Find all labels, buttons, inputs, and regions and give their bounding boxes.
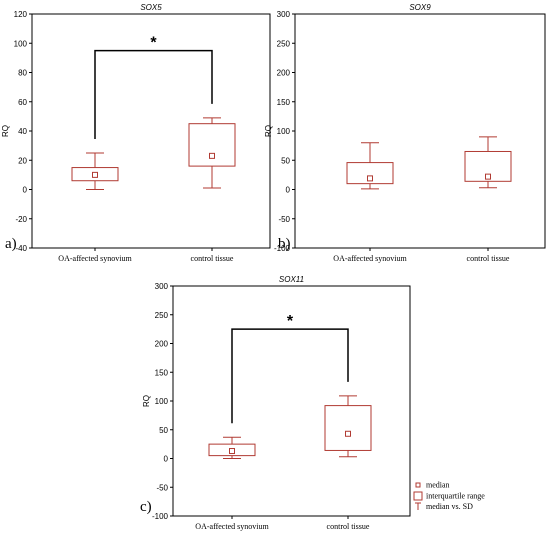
legend-iqr-symbol: [413, 491, 423, 501]
legend-label: interquartile range: [426, 492, 485, 501]
chart-sox5: -40 -20 0 20 40 60 80 100 120 OA-affected synoviu…: [1, 3, 271, 263]
y-tick-label: 20: [18, 156, 27, 165]
y-tick-label: 40: [18, 127, 27, 136]
x-tick-label: OA-affected synovium: [195, 522, 269, 531]
y-tick-label: 50: [159, 426, 168, 435]
y-axis-label: RQ: [264, 125, 273, 137]
y-tick-label: 300: [277, 10, 291, 19]
chart-title: SOX9: [409, 3, 431, 12]
box-1: [71, 152, 119, 190]
y-tick-label: 250: [277, 39, 291, 48]
y-tick-label: 100: [14, 39, 28, 48]
y-tick-label: 100: [277, 127, 291, 136]
x-tick-label: control tissue: [191, 254, 234, 263]
y-tick-label: 300: [155, 282, 169, 291]
y-tick-label: 0: [286, 186, 291, 195]
y-tick-label: 250: [155, 311, 169, 320]
y-tick-label: 60: [18, 98, 27, 107]
legend-label: median vs. SD: [426, 502, 473, 511]
significance-star: *: [150, 35, 157, 52]
y-axis-label: RQ: [1, 125, 10, 137]
y-tick-label: 50: [281, 156, 290, 165]
chart-sox11: -100 -50 0 50 100 150 200 250 300 OA-affected syn…: [140, 275, 411, 531]
y-tick-label: 200: [277, 69, 291, 78]
panel-label: c): [140, 499, 152, 515]
median-marker: [345, 430, 351, 437]
median-marker: [485, 173, 491, 180]
y-tick-label: 150: [277, 98, 291, 107]
median-marker: [209, 152, 215, 159]
y-tick-label: 80: [18, 69, 27, 78]
panel-label: a): [5, 236, 17, 252]
legend-median-symbol: [415, 482, 421, 488]
box-2: [188, 117, 236, 189]
x-tick-label: OA-affected synovium: [58, 254, 132, 263]
significance-bracket: [231, 328, 349, 424]
x-tick-label: OA-affected synovium: [333, 254, 407, 263]
y-tick-label: -100: [152, 512, 169, 521]
y-tick-label: -100: [274, 244, 291, 253]
x-tick-label: control tissue: [327, 522, 370, 531]
y-tick-label: 0: [164, 455, 169, 464]
y-tick-label: 120: [14, 10, 28, 19]
y-tick-label: -40: [15, 244, 27, 253]
median-marker: [92, 171, 98, 178]
iqr-box: [324, 405, 372, 451]
y-tick-label: 200: [155, 340, 169, 349]
y-tick-label: 100: [155, 397, 169, 406]
box-2: [464, 136, 512, 189]
iqr-box: [188, 123, 236, 167]
panel-label: b): [278, 236, 291, 252]
box-1: [208, 436, 256, 459]
y-tick-label: 0: [23, 186, 28, 195]
x-tick-label: control tissue: [467, 254, 510, 263]
y-tick-label: -20: [15, 215, 27, 224]
chart-title: SOX11: [279, 275, 304, 284]
box-2: [324, 395, 372, 458]
y-tick-label: -50: [156, 483, 168, 492]
median-marker: [229, 448, 235, 455]
chart-sox9: -100 -50 0 50 100 150 200 250 300 OA-affected syn…: [264, 3, 546, 263]
y-axis-label: RQ: [142, 395, 151, 407]
chart-title: SOX5: [140, 3, 162, 12]
median-marker: [367, 175, 373, 182]
legend-label: median: [426, 481, 450, 490]
box-1: [346, 142, 394, 190]
iqr-box: [346, 162, 394, 185]
plot-frame: [294, 13, 546, 249]
y-tick-label: 150: [155, 368, 169, 377]
significance-star: *: [287, 313, 294, 330]
significance-bracket: [94, 49, 213, 139]
y-tick-label: -50: [278, 215, 290, 224]
